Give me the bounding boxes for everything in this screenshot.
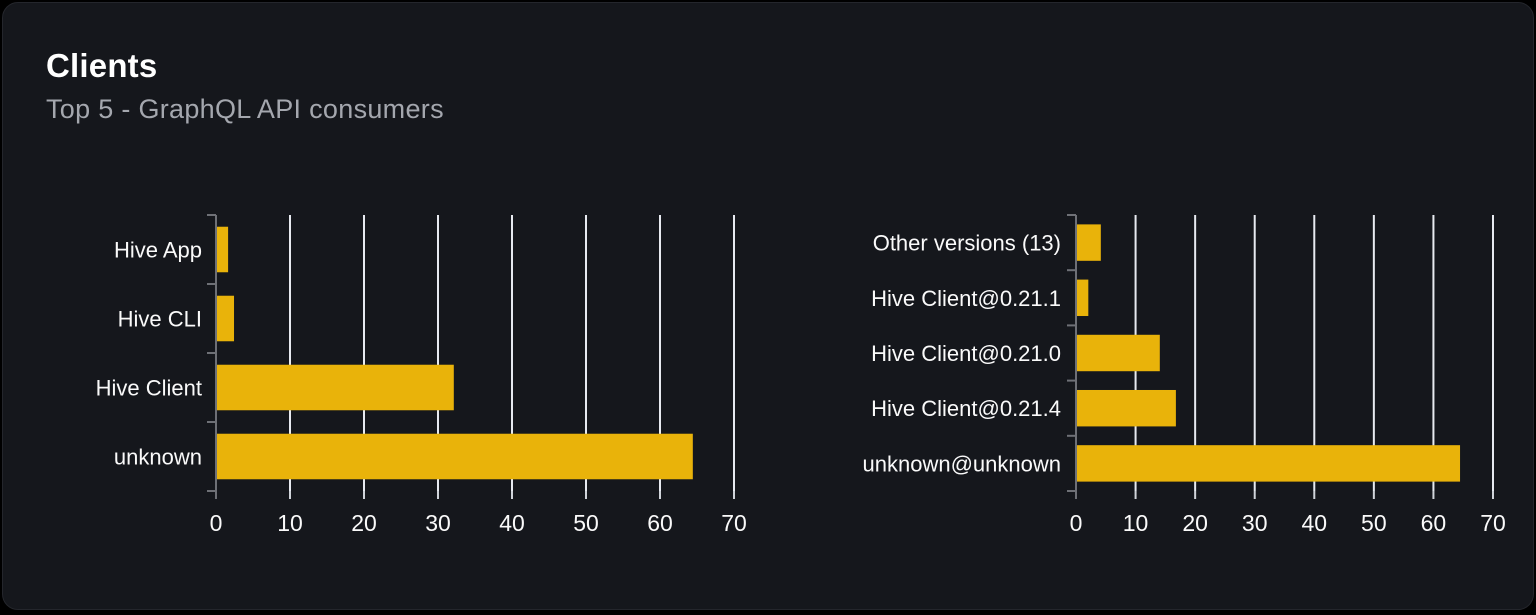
x-tick-label: 40 xyxy=(499,510,525,536)
category-label: unknown@unknown xyxy=(863,451,1061,476)
x-tick-label: 50 xyxy=(1361,510,1387,536)
x-tick-label: 60 xyxy=(647,510,673,536)
chart-left: 0 10 20 30 40 50 60 70 Hive App Hive CLI Hive Clie… xyxy=(96,215,747,536)
chart-right: 0 10 20 30 40 50 60 70 Other versions (13) Hive C… xyxy=(863,215,1506,536)
x-tick-label: 30 xyxy=(425,510,451,536)
x-tick-label: 10 xyxy=(1123,510,1149,536)
bar-hive-client-0-21-1[interactable] xyxy=(1077,280,1088,316)
bar-unknown-unknown[interactable] xyxy=(1077,445,1460,481)
category-label: Hive CLI xyxy=(118,307,202,332)
x-tick-label: 70 xyxy=(1480,510,1506,536)
category-label: Hive Client@0.21.4 xyxy=(871,396,1061,421)
x-tick-label: 20 xyxy=(351,510,377,536)
x-tick-label: 20 xyxy=(1182,510,1208,536)
x-tick-label: 40 xyxy=(1301,510,1327,536)
category-label: Hive Client xyxy=(96,376,202,401)
bar-other-versions-13[interactable] xyxy=(1077,224,1101,260)
category-label: unknown xyxy=(114,445,202,470)
bar-hive-client[interactable] xyxy=(217,365,454,411)
category-label: Hive Client@0.21.0 xyxy=(871,341,1061,366)
x-tick-label: 0 xyxy=(1070,510,1083,536)
x-tick-label: 0 xyxy=(210,510,223,536)
clients-bar-charts: 0 10 20 30 40 50 60 70 Hive App Hive CLI Hive Clie… xyxy=(3,3,1536,615)
x-tick-label: 70 xyxy=(721,510,747,536)
bar-hive-client-0-21-4[interactable] xyxy=(1077,390,1176,426)
x-tick-label: 50 xyxy=(573,510,599,536)
bar-hive-client-0-21-0[interactable] xyxy=(1077,335,1160,371)
bar-hive-cli[interactable] xyxy=(217,296,234,342)
category-label: Other versions (13) xyxy=(873,231,1061,256)
x-tick-label: 30 xyxy=(1242,510,1268,536)
bar-hive-app[interactable] xyxy=(217,227,228,273)
bar-unknown[interactable] xyxy=(217,434,693,480)
x-tick-label: 10 xyxy=(277,510,303,536)
category-label: Hive Client@0.21.1 xyxy=(871,286,1061,311)
category-label: Hive App xyxy=(114,238,202,263)
x-tick-label: 60 xyxy=(1421,510,1447,536)
